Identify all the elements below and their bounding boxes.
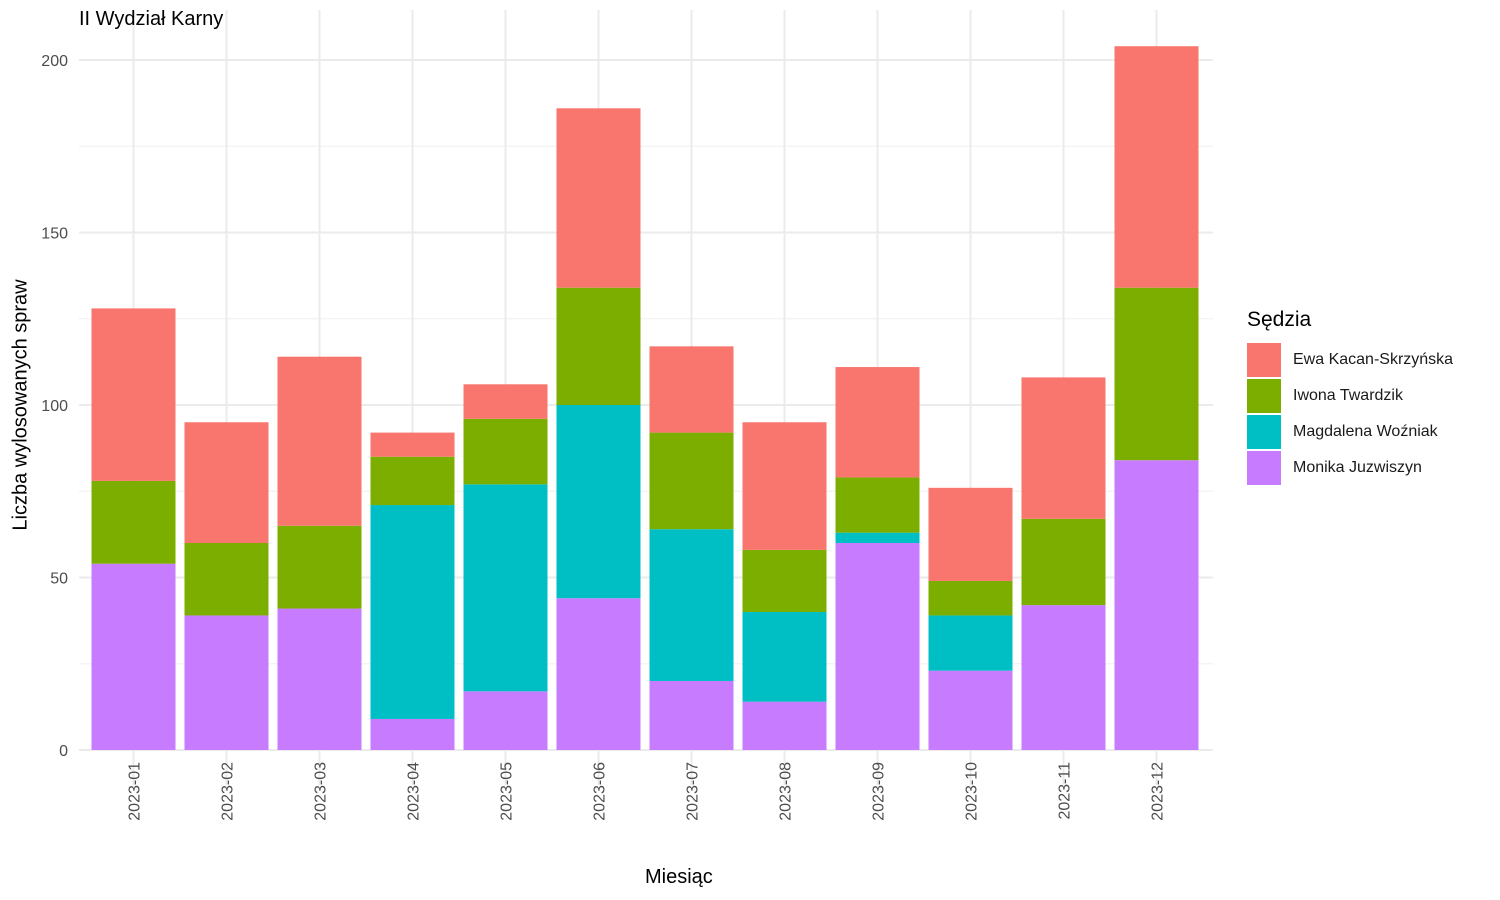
bar-segment (91, 480, 176, 564)
bar-segment (184, 422, 269, 543)
bar-segment (556, 598, 641, 750)
legend-key (1247, 415, 1281, 449)
legend-key (1247, 451, 1281, 485)
x-tick-label: 2023-11 (1057, 762, 1074, 820)
x-tick-label: 2023-07 (685, 762, 702, 821)
bar-segment (1114, 46, 1199, 288)
bar-segment (1021, 518, 1106, 606)
y-axis-label: Liczba wylosowanych spraw (9, 279, 32, 531)
y-tick-label: 150 (41, 226, 68, 243)
bar-segment (556, 405, 641, 599)
bar-segment (1114, 460, 1199, 750)
bar-segment (370, 505, 455, 719)
x-tick-label: 2023-12 (1150, 762, 1167, 821)
y-tick-label: 50 (50, 571, 68, 588)
legend: Sędzia Ewa Kacan-Skrzyńska Iwona Twardzik… (1247, 308, 1453, 486)
bar-segment (742, 549, 827, 612)
bar-segment (928, 487, 1013, 581)
bar-segment (928, 670, 1013, 750)
legend-item: Magdalena Woźniak (1247, 414, 1453, 450)
bar-segment (835, 543, 920, 750)
bar-segment (184, 543, 269, 616)
x-tick-label: 2023-04 (406, 762, 423, 821)
bar-segment (184, 615, 269, 750)
legend-item: Iwona Twardzik (1247, 378, 1453, 414)
bar-segment (1114, 287, 1199, 461)
bar-segment (742, 612, 827, 702)
bar-segment (928, 615, 1013, 671)
bar-segment (463, 418, 548, 485)
legend-key (1247, 343, 1281, 377)
bar-segment (928, 580, 1013, 616)
y-tick-labels: 0 50 100 150 200 (41, 53, 68, 760)
legend-item: Monika Juzwiszyn (1247, 450, 1453, 486)
x-tick-label: 2023-06 (592, 762, 609, 821)
bar-segment (742, 422, 827, 550)
legend-key (1247, 379, 1281, 413)
y-tick-label: 100 (41, 398, 68, 415)
x-tick-labels: 2023-01 2023-02 2023-03 2023-04 2023-05 2023-… (127, 762, 1167, 821)
bar-segment (742, 701, 827, 750)
bar-segment (649, 681, 734, 750)
legend-label: Monika Juzwiszyn (1293, 459, 1422, 476)
bar-segment (91, 308, 176, 481)
legend-label: Iwona Twardzik (1293, 387, 1403, 404)
legend-item: Ewa Kacan-Skrzyńska (1247, 342, 1453, 378)
chart-title: II Wydział Karny (79, 8, 224, 30)
y-tick-label: 200 (41, 53, 68, 70)
bar-segment (277, 356, 362, 526)
bar-segment (463, 484, 548, 692)
bar-segment (370, 432, 455, 457)
x-tick-label: 2023-10 (964, 762, 981, 821)
bar-segment (370, 456, 455, 506)
legend-items: Ewa Kacan-Skrzyńska Iwona Twardzik Magdale… (1247, 342, 1453, 486)
y-tick-label: 0 (59, 743, 68, 760)
x-tick-label: 2023-09 (871, 762, 888, 821)
legend-title: Sędzia (1247, 308, 1312, 331)
bar-segment (277, 608, 362, 750)
bar-segment (649, 432, 734, 530)
x-axis-label: Miesiąc (645, 866, 713, 888)
bar-segment (370, 718, 455, 750)
bar-segment (835, 477, 920, 533)
bar-segment (463, 691, 548, 750)
bars (91, 46, 1199, 750)
bar-segment (835, 532, 920, 543)
bar-segment (556, 287, 641, 405)
bar-segment (1021, 377, 1106, 519)
bar-segment (556, 108, 641, 288)
bar-segment (649, 529, 734, 681)
x-tick-label: 2023-08 (778, 762, 795, 821)
x-tick-label: 2023-02 (220, 762, 237, 821)
x-tick-label: 2023-05 (499, 762, 516, 821)
bar-segment (91, 563, 176, 750)
x-tick-label: 2023-01 (127, 762, 144, 821)
bar-segment (463, 384, 548, 419)
legend-label: Ewa Kacan-Skrzyńska (1293, 351, 1454, 368)
bar-segment (649, 346, 734, 433)
legend-label: Magdalena Woźniak (1293, 423, 1438, 440)
bar-segment (1021, 605, 1106, 750)
bar-segment (277, 525, 362, 609)
x-tick-label: 2023-03 (313, 762, 330, 821)
bar-segment (835, 367, 920, 478)
